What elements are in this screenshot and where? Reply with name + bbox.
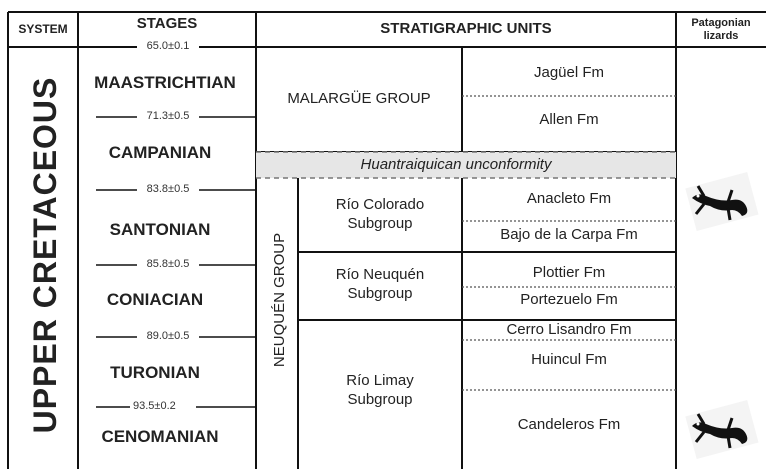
formation: Cerro Lisandro Fm bbox=[506, 320, 632, 338]
age-label: 89.0±0.5 bbox=[137, 330, 199, 344]
stage-name: SANTONIAN bbox=[109, 220, 211, 240]
subgroup-name: Río Limay Subgroup bbox=[346, 372, 414, 408]
unconformity-label: Huantraiquican unconformity bbox=[360, 155, 552, 173]
group-name: MALARGÜE GROUP bbox=[287, 90, 431, 108]
stage-name: CENOMANIAN bbox=[101, 427, 219, 447]
header-units: STRATIGRAPHIC UNITS bbox=[380, 20, 552, 38]
formation: Jagüel Fm bbox=[533, 63, 605, 81]
lizard-icon bbox=[685, 171, 759, 232]
system-label: UPPER CRETACEOUS bbox=[27, 76, 63, 434]
age-label: 83.8±0.5 bbox=[137, 183, 199, 197]
formation: Plottier Fm bbox=[532, 263, 606, 281]
header-system: SYSTEM bbox=[18, 22, 68, 36]
unconformity-band bbox=[256, 152, 676, 178]
age-label: 93.5±0.2 bbox=[130, 400, 196, 414]
subgroup-name: Río Colorado Subgroup bbox=[335, 196, 425, 232]
age-label: 85.8±0.5 bbox=[137, 258, 199, 272]
stage-name: CAMPANIAN bbox=[108, 143, 212, 163]
group-name: NEUQUÉN GROUP bbox=[270, 232, 288, 368]
formation: Bajo de la Carpa Fm bbox=[500, 225, 638, 243]
subgroup-name: Río Neuquén Subgroup bbox=[335, 266, 425, 302]
age-label: 65.0±0.1 bbox=[137, 40, 199, 54]
formation: Anacleto Fm bbox=[526, 189, 612, 207]
formation: Allen Fm bbox=[539, 110, 599, 128]
stage-name: MAASTRICHTIAN bbox=[94, 73, 236, 93]
formation: Candeleros Fm bbox=[517, 415, 621, 433]
stage-name: TURONIAN bbox=[110, 363, 200, 383]
formation: Huincul Fm bbox=[531, 350, 607, 368]
header-stages: STAGES bbox=[136, 14, 198, 32]
stage-name: CONIACIAN bbox=[106, 290, 204, 310]
age-label: 71.3±0.5 bbox=[137, 110, 199, 124]
lizard-icon bbox=[685, 399, 759, 460]
formation: Portezuelo Fm bbox=[520, 290, 618, 308]
header-lizards: Patagonian lizards bbox=[691, 17, 751, 42]
